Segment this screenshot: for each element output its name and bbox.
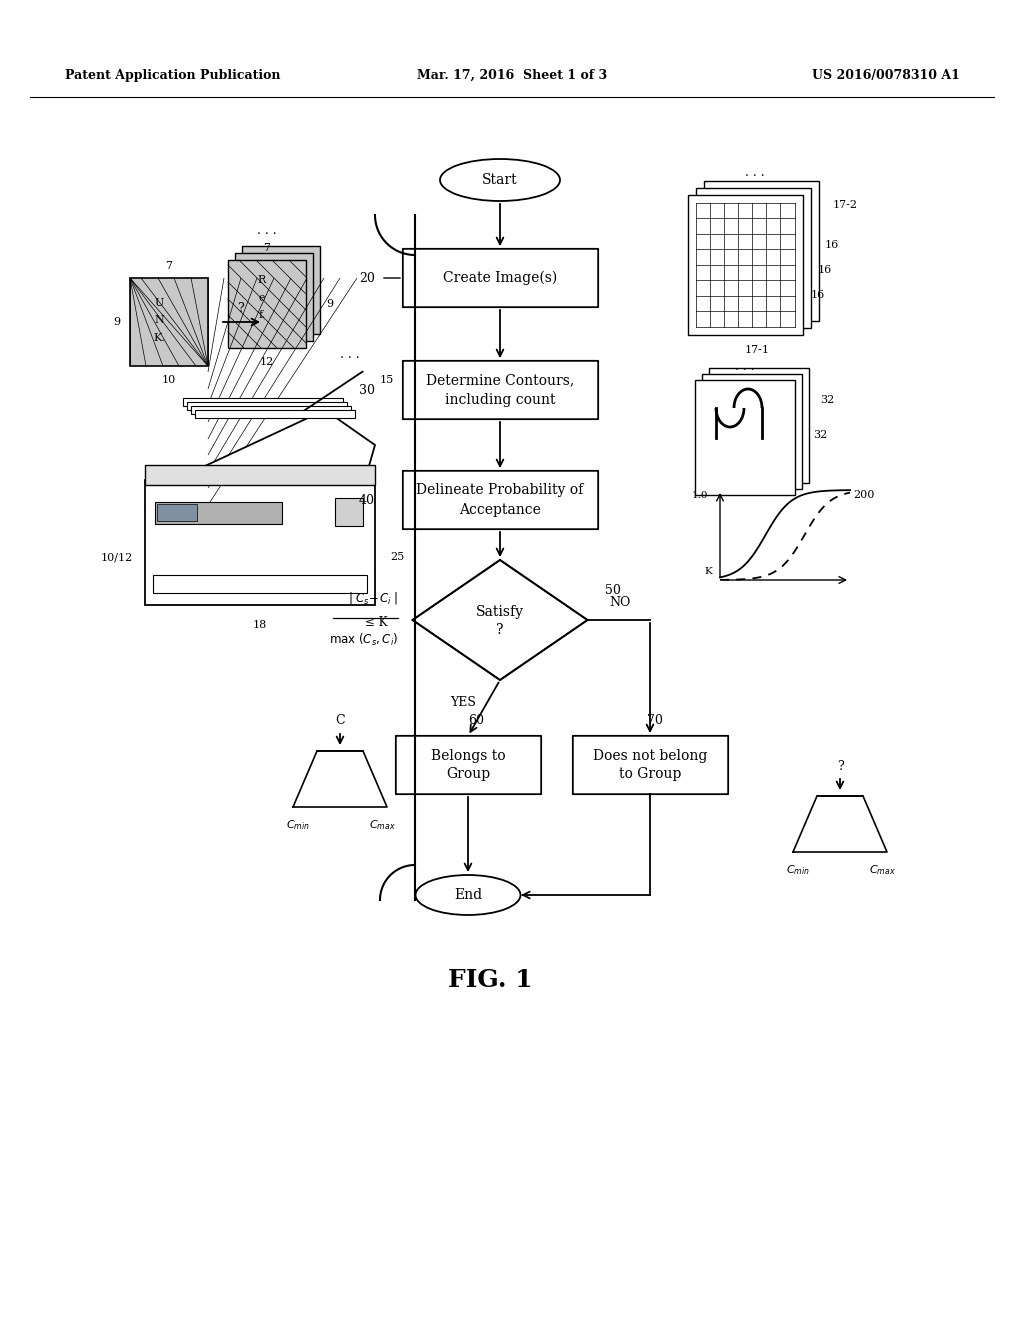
Bar	[688, 195, 803, 335]
Bar	[335, 498, 362, 525]
Text: . . .: . . .	[745, 166, 765, 180]
Text: $C_{min}$: $C_{min}$	[286, 818, 310, 832]
Text: 50: 50	[605, 583, 621, 597]
Text: including count: including count	[444, 393, 555, 407]
Text: Does not belong: Does not belong	[593, 748, 708, 763]
FancyBboxPatch shape	[572, 735, 728, 795]
Text: ?: ?	[237, 301, 244, 314]
FancyBboxPatch shape	[402, 249, 598, 308]
Text: 17-2: 17-2	[833, 201, 858, 210]
Bar	[145, 480, 375, 605]
Text: End: End	[454, 888, 482, 902]
Text: Determine Contours,: Determine Contours,	[426, 374, 574, 387]
Text: 40: 40	[359, 494, 375, 507]
Polygon shape	[191, 407, 351, 414]
Text: 7: 7	[166, 261, 172, 271]
Polygon shape	[175, 411, 375, 480]
Text: Patent Application Publication: Patent Application Publication	[65, 69, 281, 82]
Text: Delineate Probability of: Delineate Probability of	[417, 483, 584, 498]
Bar	[696, 187, 811, 327]
Text: $C_{max}$: $C_{max}$	[868, 863, 895, 876]
Text: K.: K.	[153, 333, 165, 343]
Text: Satisfy: Satisfy	[476, 605, 524, 619]
Text: NO: NO	[609, 595, 631, 609]
FancyBboxPatch shape	[402, 360, 598, 420]
Text: 10: 10	[162, 375, 176, 385]
Text: 12: 12	[260, 356, 274, 367]
Bar	[145, 465, 375, 484]
Bar	[157, 504, 197, 521]
Text: 16: 16	[825, 240, 840, 249]
Text: e: e	[259, 293, 265, 304]
Bar	[709, 368, 809, 483]
Bar	[702, 374, 802, 488]
Polygon shape	[183, 399, 343, 407]
Text: 25: 25	[390, 552, 404, 562]
Text: Create Image(s): Create Image(s)	[442, 271, 557, 285]
Bar	[234, 253, 313, 341]
Text: US 2016/0078310 A1: US 2016/0078310 A1	[812, 69, 961, 82]
Text: 30: 30	[359, 384, 375, 396]
Text: 9: 9	[326, 300, 333, 309]
Text: f.: f.	[258, 310, 265, 319]
Text: Start: Start	[482, 173, 518, 187]
Text: Group: Group	[445, 767, 490, 781]
Text: . . .: . . .	[257, 223, 276, 236]
FancyBboxPatch shape	[402, 471, 598, 529]
Text: 60: 60	[468, 714, 484, 726]
Ellipse shape	[440, 158, 560, 201]
Text: C: C	[335, 714, 345, 727]
Text: ?: ?	[837, 759, 844, 772]
Text: 32: 32	[820, 395, 835, 405]
Text: 70: 70	[647, 714, 663, 726]
Text: $C_{min}$: $C_{min}$	[786, 863, 810, 876]
Text: Mar. 17, 2016  Sheet 1 of 3: Mar. 17, 2016 Sheet 1 of 3	[417, 69, 607, 82]
Polygon shape	[187, 403, 347, 411]
Bar	[155, 502, 282, 524]
FancyBboxPatch shape	[396, 735, 541, 795]
Text: 15: 15	[380, 375, 394, 385]
Text: Acceptance: Acceptance	[459, 503, 541, 517]
Text: to Group: to Group	[618, 767, 681, 781]
Text: ?: ?	[497, 623, 504, 638]
Text: 200: 200	[854, 490, 874, 500]
Text: $C_{max}$: $C_{max}$	[369, 818, 395, 832]
Polygon shape	[413, 560, 588, 680]
Text: 9: 9	[113, 317, 120, 327]
Text: 7: 7	[263, 243, 270, 253]
Bar	[130, 279, 208, 366]
Text: 10/12: 10/12	[100, 552, 133, 562]
Text: N: N	[155, 315, 164, 325]
Bar	[153, 576, 367, 593]
Text: 16: 16	[818, 265, 833, 275]
Text: FIG. 1: FIG. 1	[447, 968, 532, 993]
Text: 32: 32	[813, 430, 827, 440]
Text: $|\ C_s\!-\!C_i\ |$: $|\ C_s\!-\!C_i\ |$	[347, 590, 398, 606]
Text: 20: 20	[359, 272, 375, 285]
Text: $\max\ (C_s,C_i)$: $\max\ (C_s,C_i)$	[329, 632, 398, 648]
Text: R: R	[258, 275, 266, 285]
Bar	[228, 260, 306, 348]
Text: Belongs to: Belongs to	[431, 748, 505, 763]
Text: . . .: . . .	[340, 348, 359, 362]
Text: 17-1: 17-1	[745, 345, 770, 355]
Text: 16: 16	[811, 290, 825, 300]
Text: U: U	[155, 298, 164, 308]
Text: K: K	[705, 568, 712, 577]
Ellipse shape	[416, 875, 520, 915]
Text: ≤ K: ≤ K	[365, 615, 387, 628]
Text: YES: YES	[451, 696, 476, 709]
Polygon shape	[195, 411, 355, 418]
Text: 18: 18	[253, 620, 267, 630]
Text: . . .: . . .	[735, 360, 755, 374]
Bar	[705, 181, 819, 321]
Bar	[695, 380, 795, 495]
Bar	[242, 246, 319, 334]
Text: 1.0: 1.0	[691, 491, 708, 499]
